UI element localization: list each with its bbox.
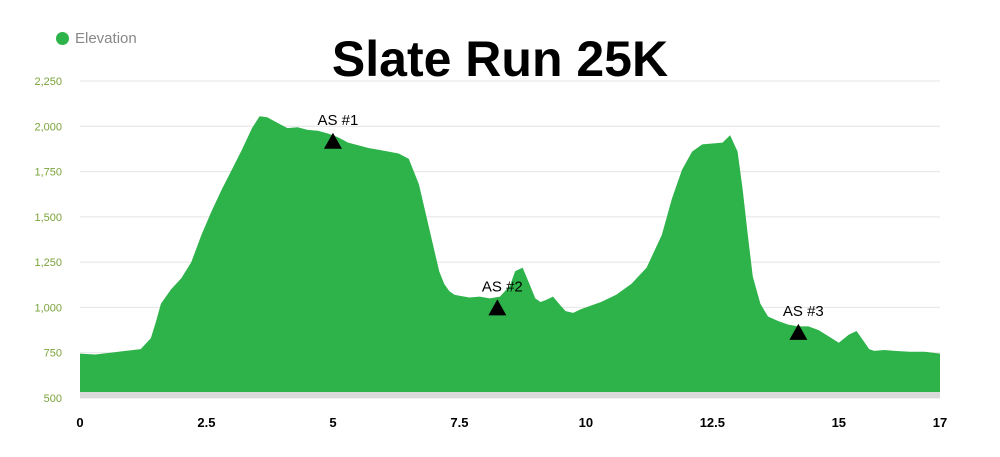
- aid-station-marker-icon: [488, 299, 507, 316]
- y-tick-label: 1,500: [34, 212, 62, 224]
- aid-station-label: AS #3: [783, 303, 824, 320]
- aid-station-marker-icon: [323, 132, 342, 149]
- aid-station-label: AS #1: [318, 112, 359, 129]
- circle-dot-icon: [56, 32, 69, 45]
- x-tick-label: 17: [933, 415, 947, 430]
- x-tick-label: 5: [329, 415, 336, 430]
- y-tick-label: 500: [44, 393, 62, 405]
- baseline-band: [80, 392, 940, 398]
- x-tick-label: 0: [76, 415, 83, 430]
- x-tick-label: 15: [832, 415, 846, 430]
- aid-station-label: AS #2: [482, 278, 523, 295]
- chart-title: Slate Run 25K: [331, 31, 669, 87]
- aid-station-marker-icon: [789, 323, 808, 340]
- x-tick-label: 2.5: [197, 415, 215, 430]
- y-tick-label: 1,000: [34, 302, 62, 314]
- legend-label: Elevation: [75, 30, 137, 47]
- elevation-area: [80, 116, 940, 399]
- legend: Elevation: [56, 30, 137, 47]
- x-tick-label: 10: [579, 415, 593, 430]
- y-tick-label: 1,750: [34, 167, 62, 179]
- y-tick-label: 1,250: [34, 257, 62, 269]
- y-tick-label: 750: [44, 348, 62, 360]
- x-tick-label: 12.5: [700, 415, 725, 430]
- y-tick-label: 2,000: [34, 121, 62, 133]
- y-tick-label: 2,250: [34, 76, 62, 88]
- x-tick-label: 7.5: [450, 415, 468, 430]
